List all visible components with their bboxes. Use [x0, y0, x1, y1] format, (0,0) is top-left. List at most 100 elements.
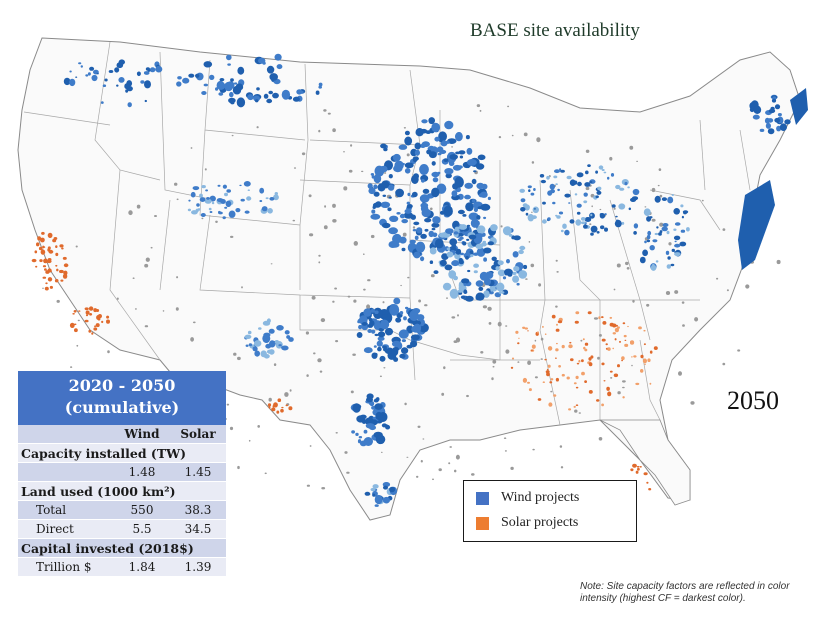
wind-site [235, 208, 241, 213]
wind-site [603, 171, 607, 174]
urban-area [324, 205, 327, 208]
wind-site [459, 252, 464, 256]
solar-site [550, 378, 554, 381]
wind-site [351, 430, 355, 434]
urban-area [370, 234, 375, 239]
urban-area [480, 351, 484, 354]
urban-area [313, 352, 316, 355]
urban-area [400, 284, 402, 287]
wind-site [373, 174, 382, 184]
wind-site [205, 189, 209, 192]
wind-site [459, 224, 468, 230]
wind-site [182, 77, 190, 84]
wind-site [96, 73, 99, 75]
wind-site [674, 252, 681, 257]
solar-site [531, 344, 536, 349]
wind-site [483, 247, 492, 254]
solar-site [556, 342, 558, 345]
wind-site [610, 173, 615, 177]
solar-site [574, 320, 579, 324]
solar-site [609, 370, 613, 373]
urban-area [492, 359, 497, 364]
wind-site [428, 117, 436, 125]
solar-site [612, 347, 614, 350]
solar-site [635, 470, 639, 474]
urban-area [657, 184, 660, 187]
wind-site [446, 247, 451, 251]
wind-site [632, 188, 640, 196]
wind-site [401, 347, 409, 354]
urban-area [540, 358, 543, 360]
solar-site [551, 314, 556, 319]
urban-area [722, 362, 726, 366]
urban-area [598, 437, 603, 441]
urban-area [75, 245, 78, 248]
urban-area [306, 484, 310, 487]
wind-site [671, 194, 674, 196]
urban-area [580, 339, 583, 342]
urban-area [402, 232, 407, 237]
capital-solar: 1.39 [184, 560, 212, 574]
wind-site [420, 233, 427, 239]
urban-area [309, 233, 314, 237]
urban-area [585, 149, 590, 153]
wind-site [373, 191, 380, 197]
wind-site [532, 206, 539, 214]
wind-site [215, 87, 219, 91]
wind-site [468, 234, 477, 240]
wind-site [254, 350, 260, 357]
wind-site [187, 208, 191, 212]
solar-site [596, 399, 600, 402]
wind-site [266, 349, 273, 354]
wind-site [546, 175, 550, 180]
wind-site [665, 250, 670, 255]
wind-site [195, 73, 200, 78]
solar-site [280, 408, 284, 413]
wind-site [372, 205, 376, 209]
solar-site [630, 468, 634, 472]
wind-site [419, 194, 430, 203]
solar-site [590, 355, 594, 359]
solar-site [547, 346, 553, 351]
wind-site [580, 217, 586, 221]
wind-site [662, 223, 669, 227]
wind-site [767, 118, 774, 123]
urban-area [353, 299, 357, 303]
urban-area [381, 451, 383, 453]
wind-site [149, 67, 156, 73]
solar-site [581, 371, 585, 376]
solar-site [106, 319, 110, 324]
wind-site [245, 344, 249, 347]
wind-site [371, 329, 376, 334]
wind-site [365, 423, 375, 429]
wind-site [363, 429, 368, 434]
wind-site [767, 128, 775, 135]
wind-site [428, 151, 437, 159]
wind-site [373, 345, 377, 348]
solar-site [555, 348, 559, 352]
urban-area [248, 439, 251, 442]
wind-site [466, 252, 471, 257]
wind-site [276, 325, 284, 331]
wind-site [226, 54, 232, 61]
urban-area [332, 203, 336, 208]
urban-area [136, 204, 141, 209]
solar-site [55, 264, 58, 267]
urban-area [301, 152, 306, 156]
solar-site [643, 472, 648, 476]
wind-site [448, 270, 457, 279]
wind-site [227, 63, 231, 66]
wind-site [195, 208, 199, 213]
urban-area [344, 451, 348, 454]
wind-site [497, 269, 506, 277]
wind-site [681, 215, 685, 219]
solar-site [646, 481, 649, 484]
wind-site [508, 233, 513, 237]
urban-area [144, 325, 149, 328]
wind-site [466, 224, 471, 227]
wind-site [374, 310, 379, 315]
urban-area [616, 263, 621, 268]
solar-site [561, 373, 565, 377]
solar-site [43, 258, 48, 264]
wind-site [473, 263, 479, 268]
